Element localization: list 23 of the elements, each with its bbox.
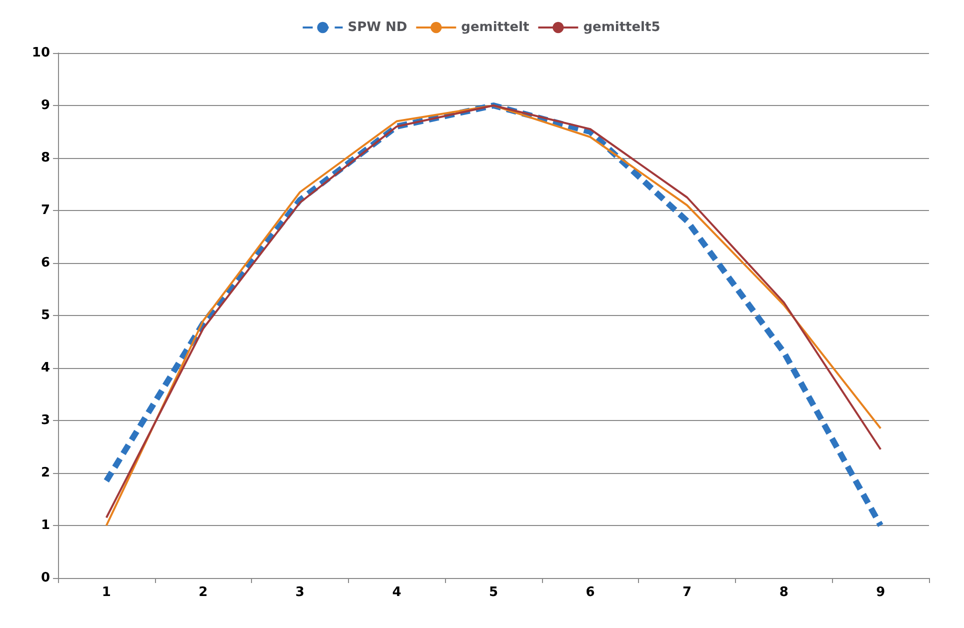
x-tick-label: 3 bbox=[295, 585, 304, 600]
y-tick-label: 3 bbox=[40, 413, 50, 428]
legend-label: gemittelt5 bbox=[583, 20, 660, 35]
x-tick-label: 5 bbox=[488, 585, 498, 600]
x-tick-label: 9 bbox=[876, 585, 886, 600]
y-tick-label: 2 bbox=[40, 466, 50, 480]
x-tick-label: 8 bbox=[779, 585, 788, 600]
y-tick-label: 4 bbox=[40, 360, 50, 376]
x-tick-label: 6 bbox=[586, 585, 595, 600]
y-tick-label: 8 bbox=[40, 150, 50, 166]
y-tick-label: 6 bbox=[40, 256, 50, 270]
y-tick-label: 0 bbox=[40, 570, 50, 586]
legend-label: SPW ND bbox=[348, 20, 408, 35]
y-tick-label: 1 bbox=[40, 518, 50, 533]
x-tick-label: 4 bbox=[392, 585, 402, 600]
x-tick-label: 1 bbox=[102, 585, 111, 600]
y-tick-label: 10 bbox=[32, 46, 50, 60]
y-tick-label: 7 bbox=[40, 203, 50, 218]
x-tick-label: 2 bbox=[198, 585, 208, 600]
x-tick-label: 7 bbox=[682, 585, 692, 600]
y-tick-label: 9 bbox=[40, 98, 50, 113]
y-tick-label: 5 bbox=[40, 308, 50, 323]
legend-label: gemittelt bbox=[461, 20, 530, 35]
